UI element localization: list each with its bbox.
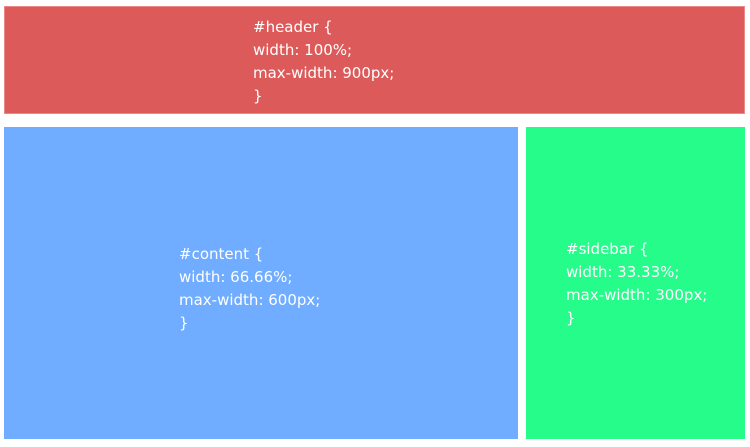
content-css-rule: #content { width: 66.66%; max-width: 600px… (179, 243, 320, 335)
code-line: max-width: 600px; (179, 291, 321, 309)
code-line: } (566, 309, 576, 327)
header-css-rule: #header { width: 100%; max-width: 900px;} (253, 16, 394, 108)
code-line: max-width: 300px; (566, 286, 708, 304)
code-line: #header { (253, 18, 333, 36)
code-line: width: 66.66%; (179, 268, 293, 286)
code-line: } (179, 314, 189, 332)
code-line: #sidebar { (566, 240, 649, 258)
code-line: max-width: 900px; (253, 64, 395, 82)
sidebar-box: #sidebar { width: 33.33%; max-width: 300px… (526, 127, 745, 439)
code-line: #content { (179, 245, 264, 263)
code-line: } (253, 87, 263, 105)
header-box: #header { width: 100%; max-width: 900px;} (4, 6, 745, 114)
sidebar-css-rule: #sidebar { width: 33.33%; max-width: 300px… (566, 238, 707, 330)
content-box: #content { width: 66.66%; max-width: 600px… (4, 127, 518, 439)
code-line: width: 100%; (253, 41, 353, 59)
code-line: width: 33.33%; (566, 263, 680, 281)
